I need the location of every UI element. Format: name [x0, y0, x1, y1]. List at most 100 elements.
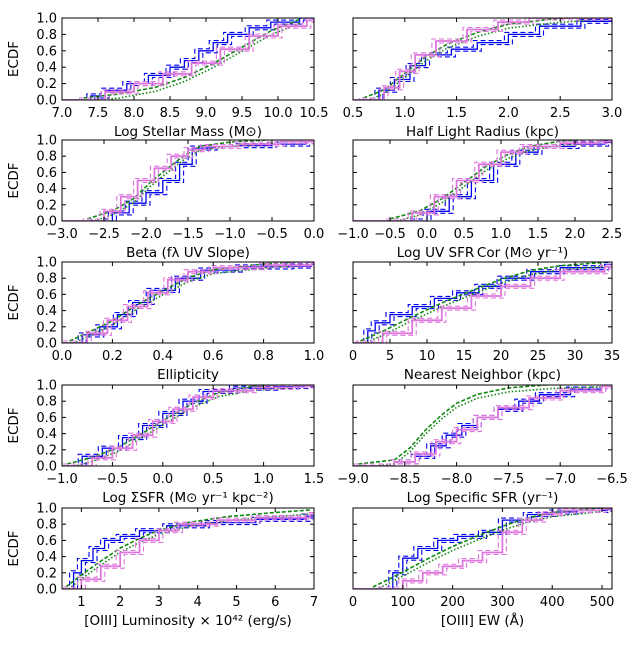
- series-line-green: [94, 22, 300, 100]
- x-tick-label: 2.0: [565, 227, 586, 242]
- chart-panel-6: 0 5 10 15 20 25 30 35 Nearest Neighbor (kpc): [349, 261, 621, 383]
- series-line-blue: [62, 143, 314, 221]
- series-line-blue: [353, 385, 612, 466]
- x-tick-label: 300: [490, 595, 515, 610]
- series-line-magenta: [353, 140, 612, 221]
- y-tick-label: 0.2: [36, 198, 57, 213]
- chart-panel-10: 0 100 200 300 400 500 [OIII] EW (Å): [349, 507, 615, 629]
- x-tick-label: 3: [155, 595, 163, 610]
- x-tick-label: 2: [116, 595, 124, 610]
- x-tick-label: 2.5: [550, 106, 571, 121]
- series-line-green: [358, 385, 563, 465]
- x-tick-label: 1.5: [528, 227, 549, 242]
- x-tick-label: 0: [349, 595, 357, 610]
- series-line-blue: [62, 18, 297, 100]
- series-line-blue: [62, 386, 314, 466]
- series-line-magenta: [353, 268, 612, 343]
- series-group: [62, 385, 314, 466]
- y-axis-label: ECDF: [6, 530, 22, 566]
- x-tick-label: 5: [386, 349, 394, 364]
- x-tick-label: 0.8: [253, 349, 274, 364]
- x-tick-label: −7.5: [493, 472, 525, 487]
- series-line-green: [65, 509, 311, 588]
- series-line-green: [66, 385, 288, 465]
- x-tick-label: 10.0: [264, 106, 293, 121]
- x-tick-label: 35: [604, 349, 621, 364]
- series-group: [62, 509, 314, 589]
- x-axis-label: Log Stellar Mass (M⊙): [114, 124, 262, 140]
- plot-frame: [61, 17, 315, 101]
- y-tick-label: 0.0: [36, 460, 57, 475]
- y-axis-label: ECDF: [6, 284, 22, 320]
- x-tick-label: 9.0: [196, 106, 217, 121]
- x-tick-label: 1.0: [304, 349, 325, 364]
- series-line-magenta: [62, 143, 314, 221]
- plot-frame: [61, 507, 315, 590]
- series-group: [353, 140, 612, 221]
- series-line-blue: [353, 143, 612, 221]
- y-tick-label: 0.6: [36, 166, 57, 181]
- y-tick-label: 0.8: [36, 518, 57, 533]
- series-line-blue: [62, 515, 314, 589]
- y-axis-label: ECDF: [6, 162, 22, 198]
- series-line-magenta: [353, 388, 612, 466]
- y-tick-label: 0.4: [36, 427, 57, 442]
- x-tick-label: 4: [194, 595, 202, 610]
- y-axis-label: ECDF: [6, 41, 22, 77]
- series-line-blue: [353, 385, 612, 466]
- x-tick-label: 0.0: [52, 349, 73, 364]
- series-line-magenta: [62, 385, 314, 466]
- series-line-magenta: [353, 508, 599, 589]
- x-tick-label: 500: [590, 595, 615, 610]
- y-tick-label: 0.2: [36, 566, 57, 581]
- x-tick-label: 10.5: [300, 106, 329, 121]
- x-tick-label: 8.0: [124, 106, 145, 121]
- x-tick-label: 0.0: [304, 227, 325, 242]
- series-line-blue: [353, 18, 609, 100]
- x-tick-label: 25: [530, 349, 547, 364]
- series-line-blue: [353, 22, 612, 100]
- y-tick-label: 0.4: [36, 61, 57, 76]
- x-tick-label: 1.5: [446, 106, 467, 121]
- x-tick-label: 400: [540, 595, 565, 610]
- chart-panel-3: −3.0 −2.5 −2.0 −1.5 −1.0 −0.5 0.0 0.0 0.20.40.60…: [6, 134, 324, 262]
- series-line-green: [362, 265, 605, 343]
- y-tick-label: 0.4: [36, 550, 57, 565]
- x-axis-label: Log ΣSFR (M⊙ yr⁻¹ kpc⁻²): [102, 490, 273, 506]
- x-tick-label: 9.5: [232, 106, 253, 121]
- x-axis-label: [OIII] Luminosity × 10⁴² (erg/s): [84, 613, 292, 629]
- series-line-magenta: [62, 140, 314, 221]
- series-line-magenta: [353, 143, 612, 221]
- x-axis-label: [OIII] EW (Å): [441, 612, 524, 629]
- y-tick-label: 0.6: [36, 411, 57, 426]
- series-line-magenta: [62, 266, 314, 343]
- x-tick-label: 0.0: [417, 227, 438, 242]
- x-axis-label: Log Specific SFR (yr⁻¹): [407, 490, 559, 506]
- x-tick-label: 5: [232, 595, 240, 610]
- x-tick-label: −1.0: [214, 227, 246, 242]
- y-tick-label: 1.0: [36, 256, 57, 271]
- series-line-magenta: [353, 18, 526, 100]
- x-tick-label: 0.2: [102, 349, 123, 364]
- series-group: [353, 508, 612, 589]
- series-line-blue: [62, 513, 314, 589]
- series-line-magenta: [353, 385, 612, 466]
- x-tick-label: 0.5: [343, 106, 364, 121]
- y-tick-label: 0.0: [36, 94, 57, 109]
- plot-frame: [352, 261, 613, 344]
- plot-frame: [352, 384, 613, 467]
- x-tick-label: 20: [493, 349, 510, 364]
- x-tick-label: −6.5: [596, 472, 628, 487]
- series-line-blue: [62, 267, 314, 343]
- series-line-green: [372, 508, 603, 588]
- x-tick-label: −9.0: [337, 472, 369, 487]
- series-line-green: [363, 18, 577, 99]
- x-tick-label: −3.0: [46, 227, 78, 242]
- y-tick-label: 0.6: [36, 288, 57, 303]
- y-tick-label: 0.4: [36, 304, 57, 319]
- chart-panel-4: −1.0 −0.5 0.0 0.5 1.0 1.5 2.0 2.5 Log UV SFR Cor…: [337, 139, 622, 261]
- x-tick-label: 0.6: [203, 349, 224, 364]
- x-tick-label: −8.0: [441, 472, 473, 487]
- x-tick-label: −0.5: [374, 227, 406, 242]
- x-tick-label: 8.5: [160, 106, 181, 121]
